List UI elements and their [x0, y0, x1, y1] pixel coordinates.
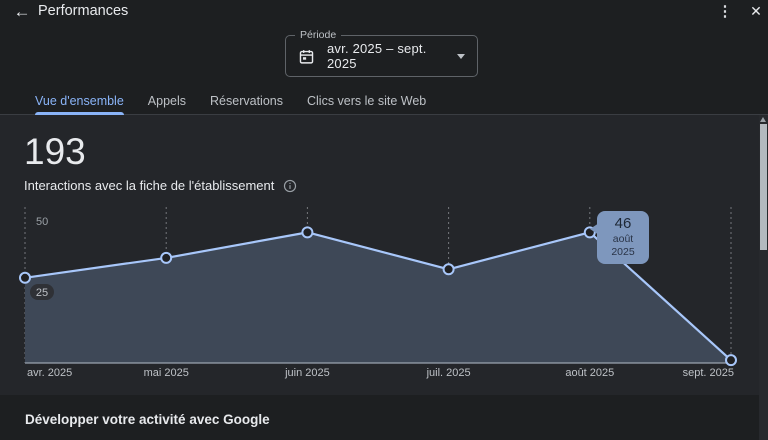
info-icon[interactable] [283, 179, 297, 193]
tab-vue-densemble[interactable]: Vue d'ensemble [23, 88, 136, 115]
header: ← Performances ⋮ ✕ [0, 0, 768, 26]
scrollbar-thumb[interactable] [760, 124, 767, 250]
svg-text:avr. 2025: avr. 2025 [27, 367, 72, 379]
page-title: Performances [38, 3, 129, 19]
svg-text:50: 50 [36, 216, 48, 228]
calendar-icon [299, 49, 314, 64]
tab-reservations[interactable]: Réservations [198, 88, 295, 114]
tab-appels[interactable]: Appels [136, 88, 198, 114]
svg-text:août 2025: août 2025 [565, 367, 614, 379]
scrollbar-up-icon[interactable] [760, 117, 766, 122]
tooltip-label: août 2025 [611, 233, 635, 258]
svg-text:mai 2025: mai 2025 [144, 367, 189, 379]
close-icon[interactable]: ✕ [744, 0, 768, 22]
period-selector[interactable]: Période avr. 2025 – sept. 2025 [285, 29, 478, 77]
svg-text:25: 25 [36, 287, 48, 299]
more-options-icon[interactable]: ⋮ [714, 0, 736, 22]
chevron-down-icon [457, 53, 465, 59]
svg-text:sept. 2025: sept. 2025 [683, 367, 734, 379]
svg-text:juin 2025: juin 2025 [284, 367, 330, 379]
period-value: avr. 2025 – sept. 2025 [327, 41, 427, 71]
overview-section: 193 Interactions avec la fiche de l'étab… [0, 115, 768, 395]
svg-text:juil. 2025: juil. 2025 [426, 367, 471, 379]
footer-section-title: Développer votre activité avec Google [25, 412, 270, 427]
back-icon[interactable]: ← [10, 1, 34, 23]
tab-bar: Vue d'ensemble Appels Réservations Clics… [0, 88, 768, 115]
period-label: Période [295, 29, 342, 41]
interactions-chart[interactable]: 50 25 avr. 2025 mai 2025 juin 2025 juil. 2025… [0, 205, 768, 390]
chart-svg[interactable]: 50 25 avr. 2025 mai 2025 juin 2025 juil. 2025… [0, 205, 768, 390]
tooltip-value: 46 [614, 215, 632, 232]
vertical-scrollbar[interactable] [759, 115, 768, 440]
metric-label: Interactions avec la fiche de l'établiss… [24, 178, 275, 193]
metric-total: 193 [24, 131, 86, 172]
tab-clics-site-web[interactable]: Clics vers le site Web [295, 88, 438, 114]
chart-tooltip: 46 août 2025 [590, 211, 649, 264]
